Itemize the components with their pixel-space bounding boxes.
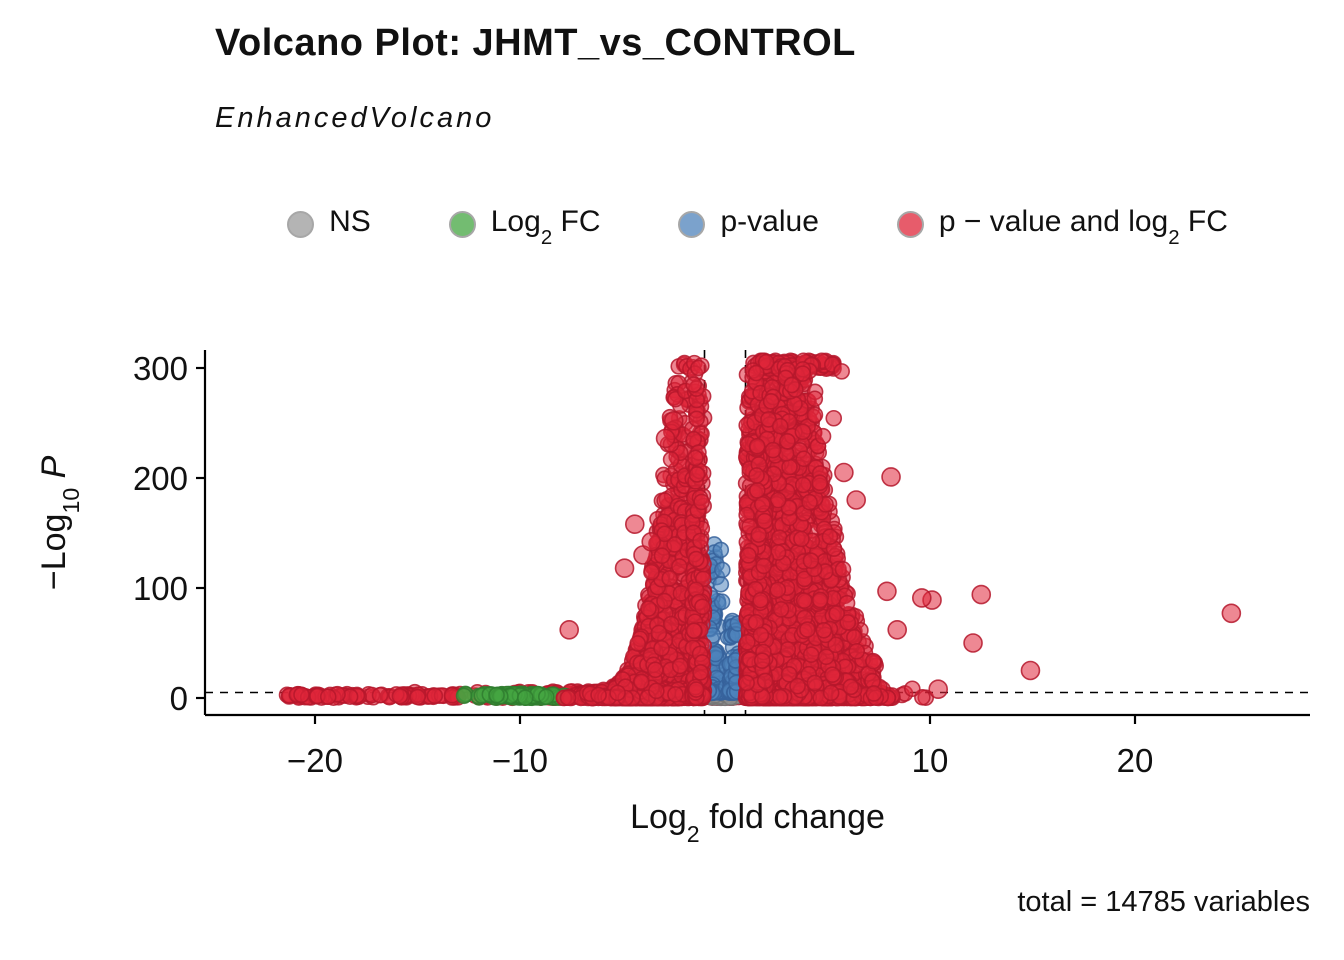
- data-point-fc_p: [865, 685, 883, 702]
- data-point-fc_p: [846, 629, 863, 646]
- data-point-fc_p: [802, 552, 820, 569]
- data-point-fc_p: [781, 458, 798, 476]
- data-point-fc_p: [319, 688, 337, 706]
- data-point-fc_p: [409, 688, 426, 706]
- data-point-fc: [537, 688, 555, 706]
- data-point-fc_p: [801, 493, 818, 511]
- data-point-fc_p: [793, 530, 810, 548]
- data-point-fc_p: [795, 592, 813, 609]
- data-point-fc_p: [771, 688, 789, 706]
- data-point-fc_p: [771, 529, 788, 546]
- data-point-fc_p: [772, 601, 790, 618]
- data-point-fc_p: [426, 687, 444, 705]
- data-point-fc_p: [865, 652, 882, 670]
- data-point-fc_p: [811, 591, 829, 609]
- data-point-fc_p: [848, 642, 866, 660]
- data-point-fc_p: [371, 686, 389, 704]
- data-point-fc_p: [903, 680, 921, 698]
- data-point-fc_p: [806, 674, 824, 692]
- data-point-fc_p: [842, 678, 860, 696]
- data-point-fc_p: [811, 474, 829, 492]
- data-point-p: [712, 541, 730, 559]
- data-point-fc_p: [769, 581, 787, 599]
- data-point-fc: [517, 689, 534, 707]
- data-point-fc_p: [838, 594, 856, 612]
- data-point-fc_p: [824, 666, 841, 683]
- data-point-fc_p: [802, 646, 820, 663]
- data-point-fc_p: [834, 561, 852, 578]
- data-point-fc_p: [799, 621, 816, 638]
- data-point-p: [713, 593, 731, 611]
- data-point-p: [714, 561, 731, 579]
- data-point-fc_p: [821, 528, 839, 545]
- data-point-fc_p: [789, 677, 806, 695]
- data-point-fc_p: [815, 621, 833, 639]
- data-point-fc_p: [391, 687, 409, 705]
- data-point-fc_p: [795, 450, 813, 468]
- data-point-fc_p: [822, 684, 840, 702]
- data-point-fc_p: [794, 476, 812, 494]
- data-point-fc: [488, 686, 505, 704]
- data-point-fc_p: [293, 686, 310, 704]
- data-point-fc: [455, 687, 473, 705]
